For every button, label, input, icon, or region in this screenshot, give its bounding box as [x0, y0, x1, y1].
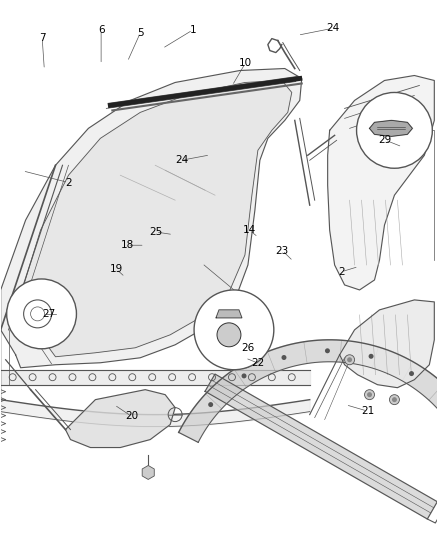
Text: 21: 21 [361, 406, 374, 416]
Polygon shape [339, 300, 434, 387]
Text: 27: 27 [42, 309, 55, 319]
Text: 29: 29 [378, 135, 392, 145]
Text: 6: 6 [98, 25, 104, 35]
Polygon shape [1, 69, 302, 368]
Polygon shape [328, 76, 434, 290]
Circle shape [325, 348, 330, 353]
Circle shape [367, 392, 372, 397]
Circle shape [369, 354, 374, 359]
Circle shape [282, 355, 286, 360]
Text: 23: 23 [276, 246, 289, 255]
Polygon shape [205, 374, 437, 519]
Circle shape [241, 355, 249, 363]
Text: 7: 7 [39, 33, 46, 43]
Circle shape [392, 397, 397, 402]
Polygon shape [66, 390, 175, 448]
Text: 25: 25 [149, 227, 162, 237]
Text: 18: 18 [121, 240, 134, 250]
Circle shape [364, 390, 374, 400]
Circle shape [357, 92, 432, 168]
Circle shape [409, 371, 414, 376]
Circle shape [217, 323, 241, 347]
Polygon shape [370, 120, 413, 136]
Text: 26: 26 [241, 343, 254, 353]
Text: 14: 14 [243, 225, 256, 236]
Circle shape [236, 350, 254, 368]
Text: 20: 20 [125, 411, 138, 422]
Text: 24: 24 [326, 23, 339, 34]
Circle shape [389, 394, 399, 405]
Text: 10: 10 [239, 59, 252, 68]
Circle shape [345, 355, 355, 365]
Polygon shape [216, 310, 242, 318]
Polygon shape [21, 80, 292, 357]
Polygon shape [142, 465, 154, 480]
Circle shape [347, 357, 352, 362]
Text: 2: 2 [65, 177, 72, 188]
Circle shape [7, 279, 77, 349]
Circle shape [194, 290, 274, 370]
Text: 5: 5 [137, 28, 144, 38]
Text: 24: 24 [175, 155, 188, 165]
Text: 22: 22 [252, 358, 265, 368]
Circle shape [208, 402, 213, 407]
Text: 2: 2 [338, 267, 345, 277]
Text: 19: 19 [110, 264, 123, 274]
Text: 1: 1 [190, 25, 196, 35]
Polygon shape [179, 340, 438, 442]
Circle shape [241, 374, 247, 378]
